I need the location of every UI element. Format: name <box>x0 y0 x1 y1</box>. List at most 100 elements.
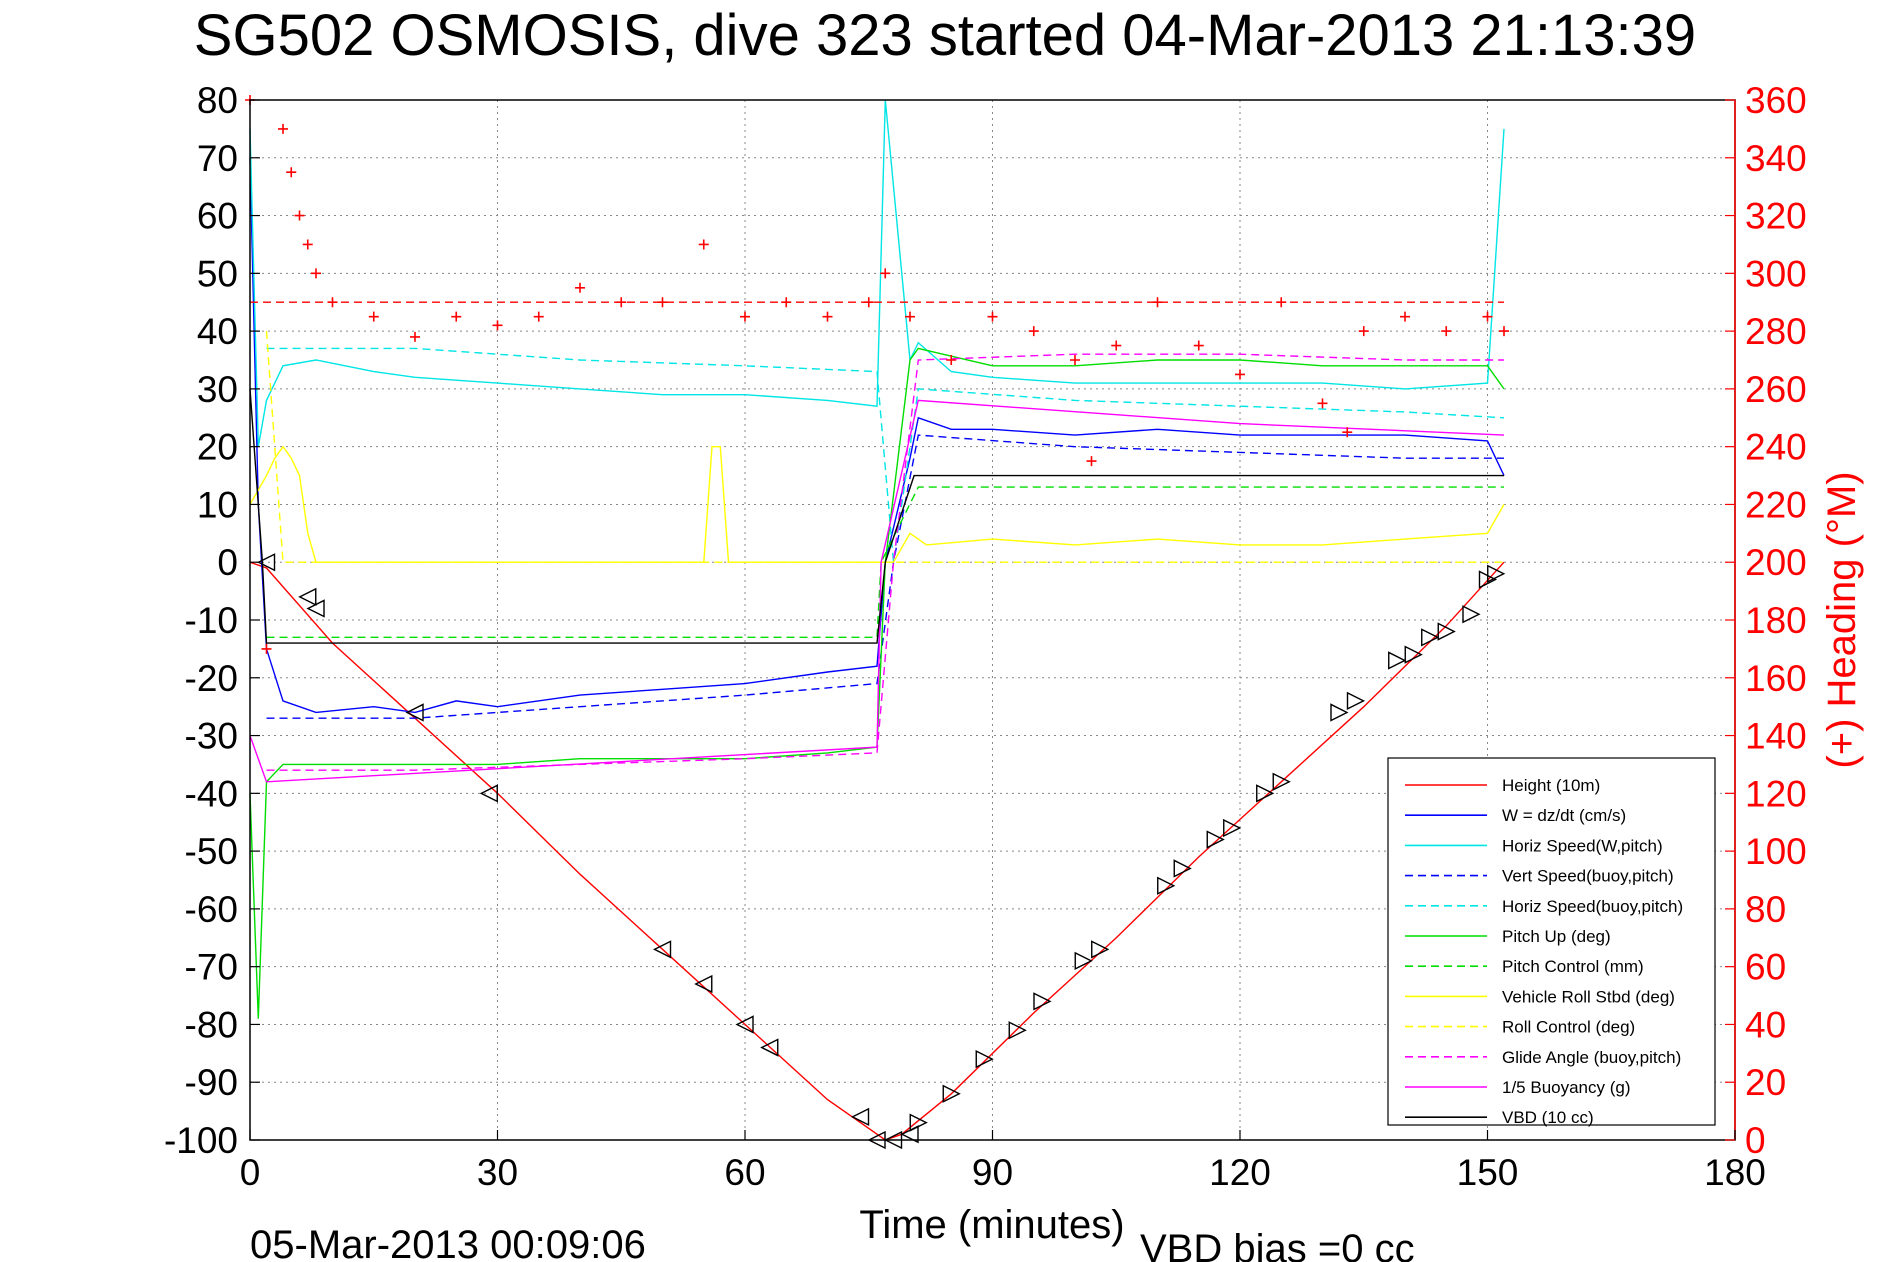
heading-point <box>1111 340 1122 351</box>
heading-point <box>327 297 338 308</box>
series-line-9 <box>266 353 1504 771</box>
depth-marker-down <box>850 1107 870 1127</box>
right-tick-label: 220 <box>1745 484 1807 525</box>
depth-marker-down <box>652 940 672 959</box>
legend-label: Glide Angle (buoy,pitch) <box>1502 1048 1681 1067</box>
heading-point <box>575 282 585 293</box>
depth-marker-up <box>942 1084 961 1103</box>
heading-point <box>987 311 998 322</box>
right-tick-label: 60 <box>1745 947 1786 988</box>
heading-point <box>286 167 297 178</box>
depth-marker-up <box>1091 940 1110 959</box>
depth-marker-up <box>1256 784 1275 803</box>
depth-marker-up <box>1008 1021 1027 1040</box>
right-tick-label: 200 <box>1745 542 1807 583</box>
depth-marker-down <box>256 553 276 572</box>
y-tick-label: -50 <box>185 831 238 872</box>
legend-label: Pitch Up (deg) <box>1502 927 1611 946</box>
heading-point <box>1276 297 1287 308</box>
heading-point <box>1342 427 1353 438</box>
legend-items: Height (10m) W = dz/dt (cm/s) Horiz Speed(… <box>1405 776 1683 1127</box>
heading-point <box>278 123 288 134</box>
y-tick-label: 40 <box>197 311 238 352</box>
legend-label: Horiz Speed(buoy,pitch) <box>1502 897 1683 916</box>
right-axis-ticks: 3603403203002802602402202001801601401201… <box>1725 80 1807 1161</box>
depth-marker-up <box>909 1113 928 1132</box>
depth-marker-up <box>1487 564 1506 583</box>
series-line-11 <box>249 388 1504 644</box>
heading-point <box>1193 340 1204 351</box>
right-tick-label: 0 <box>1745 1120 1766 1161</box>
right-axis-label: (+) Heading (°M) <box>1820 471 1864 768</box>
legend-label: Vehicle Roll Stbd (deg) <box>1502 987 1675 1006</box>
legend-label: Vert Speed(buoy,pitch) <box>1502 867 1674 886</box>
right-tick-label: 140 <box>1745 716 1807 757</box>
series-line-4 <box>266 347 1505 563</box>
series-line-2 <box>249 99 1505 447</box>
y-tick-label: 0 <box>217 542 238 583</box>
depth-marker-up <box>1033 992 1052 1011</box>
depth-marker-down <box>306 599 325 618</box>
y-tick-label: -20 <box>185 658 238 699</box>
y-tick-label: 80 <box>197 80 238 121</box>
heading-point <box>781 297 792 308</box>
heading-point <box>822 311 833 322</box>
y-tick-label: 30 <box>197 369 238 410</box>
depth-marker-down <box>405 703 424 722</box>
heading-point <box>1028 326 1039 337</box>
chart-title: SG502 OSMOSIS, dive 323 started 04-Mar-2… <box>194 3 1696 68</box>
depth-marker-up <box>1330 703 1349 722</box>
x-tick-label: 60 <box>724 1152 765 1193</box>
heading-point <box>451 311 462 322</box>
depth-marker-up <box>1157 876 1176 895</box>
depth-marker-up <box>1173 859 1192 878</box>
y-tick-label: -100 <box>164 1120 238 1161</box>
depth-marker-up <box>1462 605 1481 624</box>
y-tick-label: -40 <box>185 773 238 814</box>
heading-point <box>1358 326 1369 337</box>
y-tick-label: -30 <box>185 716 238 757</box>
x-tick-label: 0 <box>240 1152 261 1193</box>
right-tick-label: 160 <box>1745 658 1807 699</box>
right-tick-label: 340 <box>1745 138 1807 179</box>
y-tick-label: -80 <box>185 1004 238 1045</box>
heading-point <box>1482 311 1493 322</box>
legend: Height (10m) W = dz/dt (cm/s) Horiz Speed(… <box>1387 757 1716 1127</box>
y-axis-ticks: 80 70 60 50 40 30 20 10 0 -10 -20 -30 -40 -50 -60 -70 -8… <box>164 80 260 1161</box>
y-tick-label: -10 <box>185 600 238 641</box>
right-tick-label: 320 <box>1745 196 1807 237</box>
heading-point <box>616 297 627 308</box>
series-line-1 <box>249 157 1505 714</box>
y-tick-label: 70 <box>197 138 238 179</box>
right-tick-label: 260 <box>1745 369 1807 410</box>
right-tick-label: 40 <box>1745 1004 1786 1045</box>
depth-marker-up <box>1421 628 1440 647</box>
legend-label: 1/5 Buoyancy (g) <box>1502 1078 1631 1097</box>
y-tick-label: 20 <box>197 427 238 468</box>
depth-marker-up <box>1272 772 1291 791</box>
heading-point <box>1152 297 1163 308</box>
heading-point <box>302 239 313 250</box>
legend-label: W = dz/dt (cm/s) <box>1502 806 1626 825</box>
heading-point <box>946 355 957 365</box>
footer-timestamp: 05-Mar-2013 00:09:06 <box>250 1223 646 1262</box>
right-tick-label: 120 <box>1745 773 1807 814</box>
x-tick-label: 150 <box>1457 1152 1519 1193</box>
series-line-7 <box>249 445 1505 563</box>
depth-marker-down <box>298 587 317 607</box>
footer-vbd-bias: VBD bias =0 cc <box>1140 1227 1415 1262</box>
right-tick-label: 20 <box>1745 1062 1786 1103</box>
y-tick-label: -60 <box>185 889 238 930</box>
right-tick-label: 80 <box>1745 889 1786 930</box>
depth-marker-up <box>1074 951 1093 971</box>
legend-label: Height (10m) <box>1502 776 1600 795</box>
heading-point <box>863 297 874 308</box>
depth-marker-up <box>1404 645 1423 664</box>
depth-marker-down <box>735 1015 754 1034</box>
heading-point <box>261 643 272 654</box>
depth-marker-down <box>694 974 713 994</box>
right-tick-label: 300 <box>1745 253 1807 294</box>
x-tick-label: 120 <box>1209 1152 1271 1193</box>
x-tick-label: 30 <box>477 1152 518 1193</box>
